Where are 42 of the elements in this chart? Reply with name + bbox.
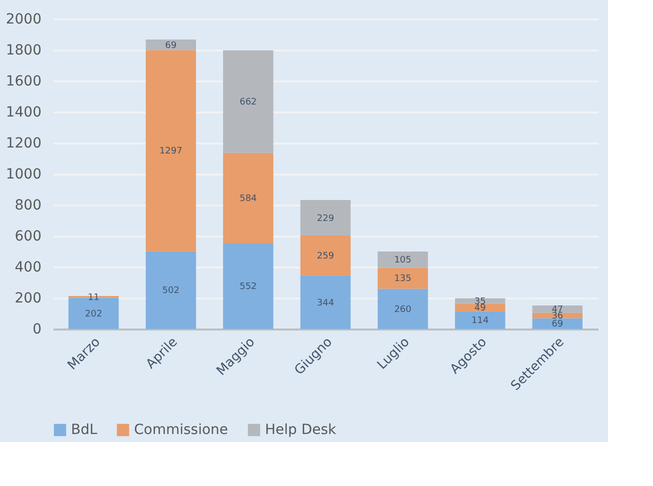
data-label: 260 <box>394 304 412 315</box>
bar <box>146 251 196 329</box>
y-tick-label: 1800 <box>6 42 42 58</box>
y-tick-label: 600 <box>14 228 42 244</box>
data-label: 259 <box>316 252 334 262</box>
data-label: 135 <box>394 274 412 284</box>
bar <box>223 152 274 244</box>
data-label: 584 <box>240 194 258 204</box>
bar <box>300 200 351 236</box>
bar <box>146 50 196 252</box>
bar <box>223 50 274 153</box>
data-label: 502 <box>162 286 180 296</box>
data-label: 69 <box>165 40 177 51</box>
data-label: 344 <box>316 298 334 308</box>
bar <box>300 276 351 329</box>
legend-label: Commissione <box>134 422 228 438</box>
data-label: 662 <box>240 98 257 108</box>
data-label: 69 <box>552 320 564 330</box>
y-tick-label: 200 <box>14 290 42 306</box>
y-tick-label: 1600 <box>6 74 42 90</box>
data-label: 1297 <box>159 146 182 157</box>
bar <box>378 252 428 268</box>
y-tick-label: 1000 <box>6 166 42 182</box>
bar <box>378 268 428 289</box>
bar <box>454 304 506 312</box>
data-label: 552 <box>240 282 257 292</box>
bar <box>223 243 274 329</box>
bar <box>454 311 506 329</box>
data-label: 202 <box>84 309 102 320</box>
bar <box>300 236 351 276</box>
y-tick-label: 1200 <box>6 136 42 152</box>
legend-label: BdL <box>71 422 98 438</box>
data-label: 229 <box>316 214 334 224</box>
y-tick-label: 2000 <box>6 12 42 28</box>
data-label: 105 <box>394 256 412 266</box>
y-tick-label: 1400 <box>6 104 42 120</box>
legend-label: Help Desk <box>265 422 338 438</box>
data-label: 114 <box>472 316 489 326</box>
y-tick-label: 800 <box>14 198 42 214</box>
bar <box>378 288 428 329</box>
y-tick-label: 0 <box>32 322 42 338</box>
y-tick-label: 400 <box>14 260 42 276</box>
